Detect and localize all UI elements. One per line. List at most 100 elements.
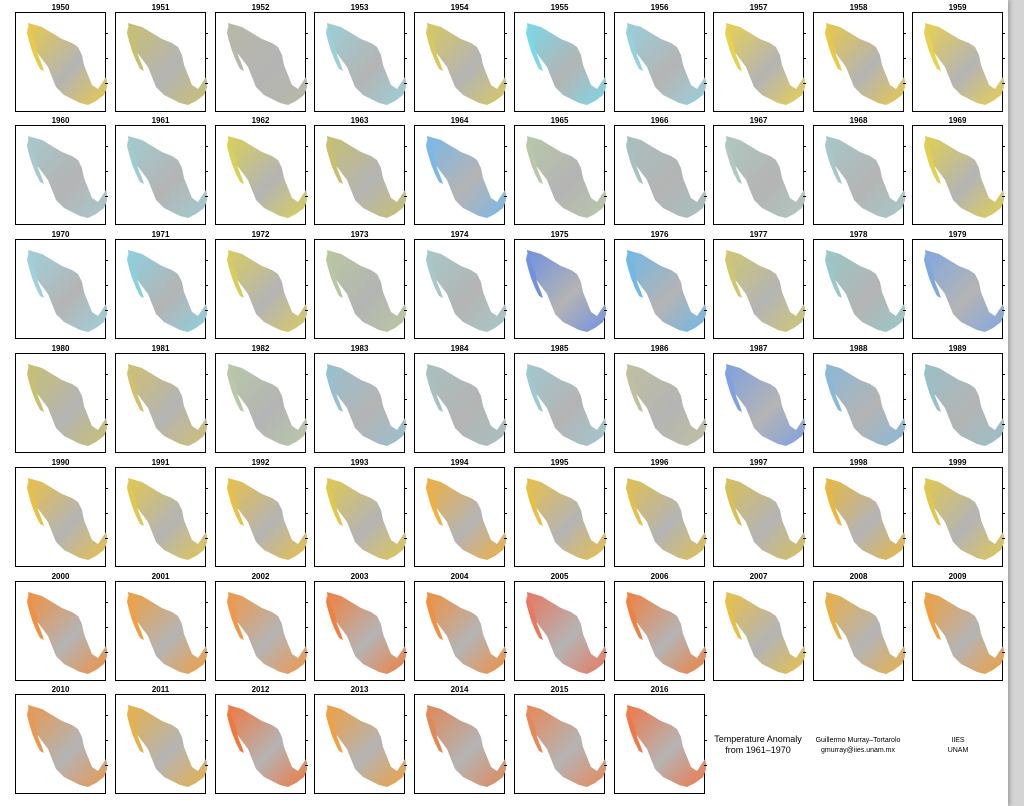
axis-tick [105,765,108,766]
mexico-map [326,364,406,446]
map-panel [15,353,108,453]
panel-year-label: 1973 [350,230,369,239]
baja-peninsula-shape [227,27,244,71]
mainland-shape [28,250,107,332]
axis-tick [404,399,407,400]
mexico-map [426,250,506,332]
mexico-map [725,478,805,560]
axis-tick [1002,146,1005,147]
baja-peninsula-shape [725,254,742,298]
axis-tick [604,399,607,400]
panel-year-label: 1991 [151,458,170,467]
mainland-shape [28,705,107,787]
mainland-shape [327,23,406,105]
mexico-map [626,705,706,787]
panel-year-label: 2011 [151,685,170,694]
map-panel [713,12,806,112]
axis-tick [504,83,507,84]
map-panel [115,467,208,567]
baja-peninsula-shape [526,482,543,526]
map-panel [614,694,707,794]
mainland-shape [726,136,805,218]
mexico-map [825,364,905,446]
map-panel [215,125,308,225]
axis-tick [105,740,108,741]
map-panel [912,467,1005,567]
panel-year-label: 1962 [251,116,270,125]
mainland-shape [427,250,506,332]
title-line-1: Temperature Anomaly [714,734,802,744]
baja-peninsula-shape [27,368,44,412]
panel-year-label: 1952 [251,3,270,12]
map-panel [314,694,407,794]
baja-peninsula-shape [27,709,44,753]
map-panel [15,125,108,225]
axis-tick [205,374,208,375]
mexico-map [127,478,207,560]
mexico-map [426,136,506,218]
axis-tick [205,740,208,741]
mexico-map [127,250,207,332]
axis-tick [704,310,707,311]
axis-tick [305,715,308,716]
axis-tick [504,146,507,147]
mexico-map [526,136,606,218]
axis-tick [305,399,308,400]
axis-tick [803,513,806,514]
baja-peninsula-shape [825,140,842,184]
mexico-map [426,478,506,560]
map-panel [614,239,707,339]
axis-tick [1002,260,1005,261]
map-panel [115,125,208,225]
baja-peninsula-shape [626,140,643,184]
panel-year-label: 2003 [350,572,369,581]
axis-tick [205,715,208,716]
axis-tick [504,627,507,628]
axis-tick [105,374,108,375]
axis-tick [704,58,707,59]
panel-year-label: 1976 [650,230,669,239]
axis-tick [205,627,208,628]
axis-tick [105,602,108,603]
panel-year-label: 1967 [749,116,768,125]
axis-tick [205,260,208,261]
axis-tick [205,652,208,653]
mexico-map [127,592,207,674]
axis-tick [105,424,108,425]
baja-peninsula-shape [426,482,443,526]
map-panel [514,12,607,112]
axis-tick [404,171,407,172]
axis-tick [903,285,906,286]
axis-tick [504,602,507,603]
mexico-map [725,364,805,446]
panel-year-label: 1990 [51,458,70,467]
axis-tick [704,513,707,514]
panel-year-label: 1960 [51,116,70,125]
axis-tick [305,146,308,147]
mainland-shape [228,136,307,218]
axis-tick [105,58,108,59]
map-panel [314,467,407,567]
axis-tick [704,488,707,489]
panel-year-label: 1956 [650,3,669,12]
panel-year-label: 1978 [849,230,868,239]
mexico-map [227,23,307,105]
axis-tick [105,513,108,514]
axis-tick [205,310,208,311]
mainland-shape [228,23,307,105]
baja-peninsula-shape [426,140,443,184]
axis-tick [1002,627,1005,628]
axis-tick [205,424,208,425]
panel-year-label: 1981 [151,344,170,353]
mexico-map [725,250,805,332]
axis-tick [205,399,208,400]
axis-tick [205,765,208,766]
panel-year-label: 1982 [251,344,270,353]
map-panel [614,467,707,567]
axis-tick [604,260,607,261]
mexico-map [825,23,905,105]
mexico-map [326,250,406,332]
axis-tick [105,627,108,628]
mexico-map [626,478,706,560]
axis-tick [105,399,108,400]
